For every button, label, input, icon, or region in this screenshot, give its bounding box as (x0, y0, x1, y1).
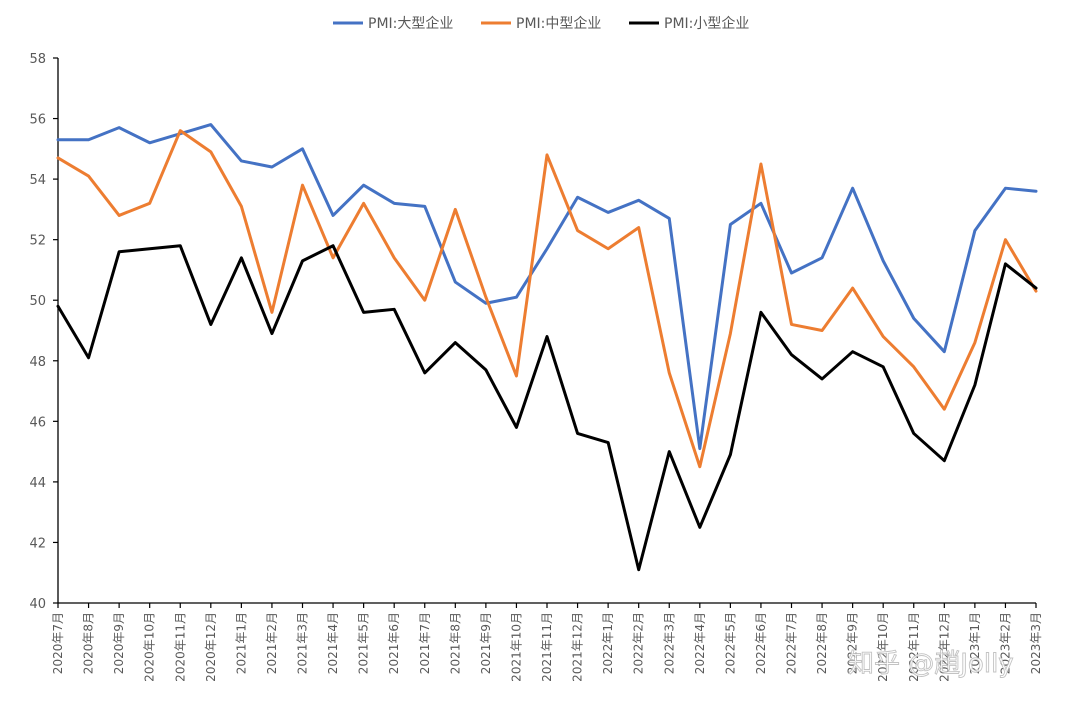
x-tick-label: 2022年3月 (662, 612, 676, 674)
x-tick-label: 2022年9月 (846, 612, 860, 674)
x-tick-label: 2021年9月 (479, 612, 493, 674)
legend-label-2: PMI:中型企业 (516, 15, 601, 32)
x-axis: 2020年7月 2020年8月 2020年9月 2020年10月 2020年11月 202… (51, 602, 1043, 682)
x-tick-label: 2022年10月 (876, 612, 890, 682)
x-tick-label: 2020年9月 (112, 612, 126, 674)
x-tick-label: 2022年5月 (723, 612, 737, 674)
series-line-1 (56, 123, 1038, 451)
x-tick-label: 2022年1月 (601, 612, 615, 674)
x-tick-label: 2020年8月 (82, 612, 96, 674)
x-tick-label: 2021年1月 (234, 612, 248, 674)
legend-label-1: PMI:大型企业 (368, 15, 453, 32)
y-tick-label: 56 (29, 113, 46, 128)
x-tick-label: 2022年2月 (632, 612, 646, 674)
x-tick-label: 2021年11月 (540, 612, 554, 682)
x-tick-label: 2021年5月 (357, 612, 371, 674)
x-tick-label: 2021年6月 (387, 612, 401, 674)
x-tick-label: 2022年8月 (815, 612, 829, 674)
series-line-3 (56, 244, 1038, 572)
series-line-2 (56, 129, 1038, 469)
x-tick-label: 2021年12月 (571, 612, 585, 682)
y-tick-label: 44 (29, 476, 46, 491)
x-tick-label: 2022年7月 (785, 612, 799, 674)
x-tick-label: 2023年1月 (968, 612, 982, 674)
x-tick-label: 2023年3月 (1029, 612, 1043, 674)
y-tick-label: 58 (29, 52, 46, 67)
x-tick-label: 2022年11月 (907, 612, 921, 682)
x-tick-label: 2023年2月 (998, 612, 1012, 674)
x-tick-label: 2020年12月 (204, 612, 218, 682)
y-tick-label: 42 (29, 536, 46, 551)
x-tick-label: 2021年3月 (296, 612, 310, 674)
x-tick-label: 2021年10月 (509, 612, 523, 682)
x-tick-label: 2020年10月 (143, 612, 157, 682)
x-tick-label: 2021年4月 (326, 612, 340, 674)
legend-label-3: PMI:小型企业 (664, 15, 749, 32)
y-tick-label: 40 (29, 597, 46, 612)
x-tick-label: 2021年2月 (265, 612, 279, 674)
x-tick-label: 2020年7月 (51, 612, 65, 674)
y-tick-label: 54 (29, 173, 46, 188)
x-tick-label: 2022年12月 (937, 612, 951, 682)
y-tick-label: 50 (29, 294, 46, 309)
y-tick-label: 48 (29, 355, 46, 370)
watermark: 知乎 @趙Jolly (848, 649, 1014, 679)
x-tick-label: 2020年11月 (173, 612, 187, 682)
y-tick-label: 46 (29, 415, 46, 430)
legend: PMI:大型企业 PMI:中型企业 PMI:小型企业 (333, 15, 749, 32)
x-tick-label: 2022年6月 (754, 612, 768, 674)
y-tick-label: 52 (29, 234, 46, 249)
x-tick-label: 2022年4月 (693, 612, 707, 674)
plot-area (56, 123, 1038, 572)
x-tick-label: 2021年7月 (418, 612, 432, 674)
x-tick-label: 2021年8月 (448, 612, 462, 674)
y-axis: 40 42 44 46 48 50 52 54 56 58 (29, 52, 59, 612)
